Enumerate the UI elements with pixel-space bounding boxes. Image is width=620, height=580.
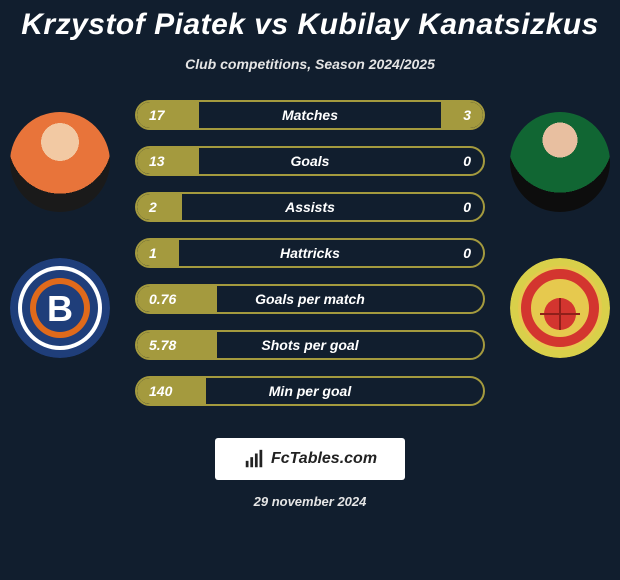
stat-label: Assists	[137, 194, 483, 220]
stat-label: Min per goal	[137, 378, 483, 404]
stat-row: 1Hattricks0	[135, 238, 485, 268]
stat-row: 140Min per goal	[135, 376, 485, 406]
stat-value-right: 3	[463, 102, 471, 128]
stat-value-right: 0	[463, 194, 471, 220]
stat-row: 17Matches3	[135, 100, 485, 130]
chart-icon	[243, 448, 265, 470]
club-right-badge	[510, 258, 610, 358]
stat-label: Goals	[137, 148, 483, 174]
page-title: Krzystof Piatek vs Kubilay Kanatsizkus	[0, 0, 620, 42]
player-left-portrait	[10, 112, 110, 212]
stat-value-right: 0	[463, 148, 471, 174]
stat-label: Goals per match	[137, 286, 483, 312]
subtitle: Club competitions, Season 2024/2025	[0, 56, 620, 72]
stat-row: 2Assists0	[135, 192, 485, 222]
stat-label: Hattricks	[137, 240, 483, 266]
comparison-date: 29 november 2024	[0, 494, 620, 509]
svg-text:B: B	[47, 288, 73, 329]
stat-rows: 17Matches3 13Goals0 2Assists0 1Hattricks0 0.…	[135, 100, 485, 422]
stat-label: Matches	[137, 102, 483, 128]
player-right-portrait	[510, 112, 610, 212]
brand-logo: FcTables.com	[215, 438, 405, 480]
brand-text: FcTables.com	[271, 450, 377, 468]
comparison-arena: B 17Matches3 13Goals0 2Assists0 1Hattricks0…	[0, 100, 620, 430]
club-left-badge: B	[10, 258, 110, 358]
stat-label: Shots per goal	[137, 332, 483, 358]
stat-row: 0.76Goals per match	[135, 284, 485, 314]
stat-value-right: 0	[463, 240, 471, 266]
stat-row: 5.78Shots per goal	[135, 330, 485, 360]
stat-row: 13Goals0	[135, 146, 485, 176]
